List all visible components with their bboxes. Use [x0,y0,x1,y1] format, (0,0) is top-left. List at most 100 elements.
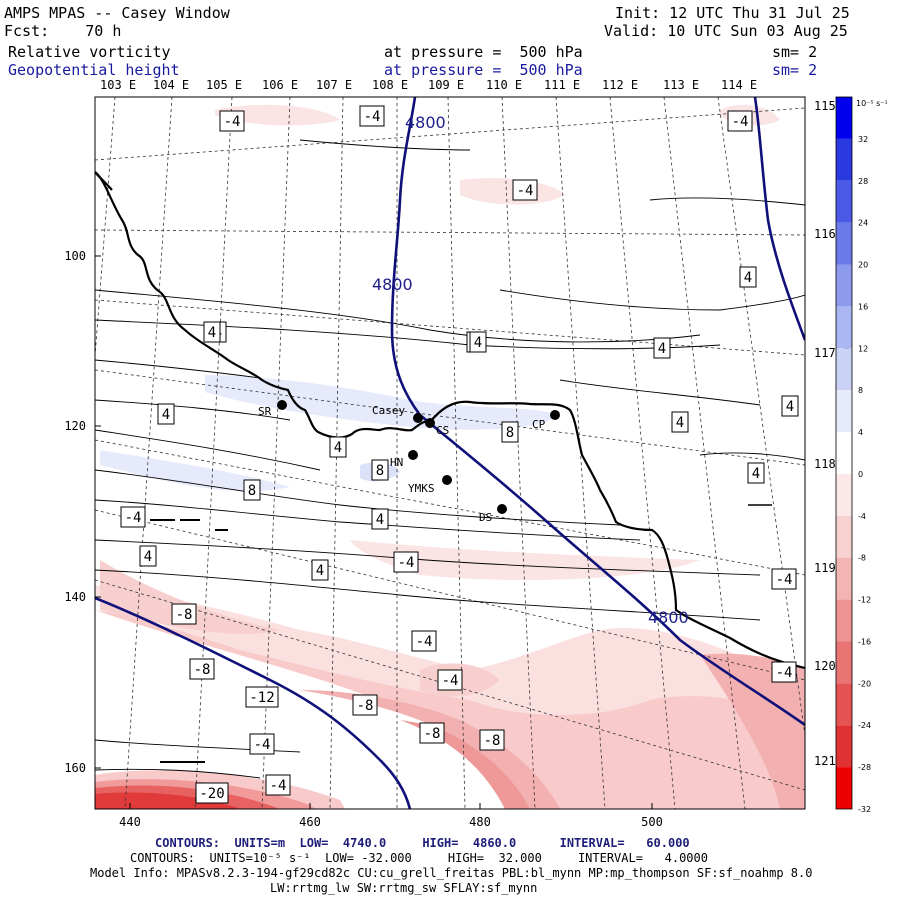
svg-text:-4: -4 [776,665,793,681]
longitude-label: 113 E [663,78,699,92]
coastline [95,171,805,670]
svg-text:4: 4 [162,407,170,423]
svg-text:Casey: Casey [372,404,405,417]
svg-text:4: 4 [334,440,342,456]
vorticity-label: 8 [243,479,261,501]
x-tick-label: 480 [469,815,491,829]
longitude-label: 110 E [486,78,522,92]
geopotential-height-contours [95,97,805,809]
vorticity-label: 4 [371,508,389,530]
station-hn: HN [390,450,418,469]
svg-text:4: 4 [744,270,752,286]
colorbar-swatch [836,348,852,391]
vorticity-label: -8 [189,658,215,680]
x-tick-label: 460 [299,815,321,829]
svg-text:-4: -4 [776,572,793,588]
colorbar-tick-label: -8 [858,554,866,563]
vorticity-label: -4 [727,110,753,132]
vorticity-contour-range: CONTOURS: UNITS=10⁻⁵ s⁻¹ LOW= -32.000 [130,851,412,865]
colorbar-tick-label: 20 [858,261,868,270]
svg-text:-4: -4 [398,555,415,571]
vorticity-label: 4 [157,403,175,425]
svg-text:8: 8 [506,425,514,441]
longitude-label: 109 E [428,78,464,92]
svg-text:-4: -4 [254,737,271,753]
station-cp: CP [532,410,560,431]
svg-text:-4: -4 [364,109,381,125]
longitude-label: 112 E [602,78,638,92]
svg-text:4: 4 [786,399,794,415]
footer-model-info: Model Info: MPASv8.2.3-194-gf29cd82c CU:… [90,866,813,880]
colorbar-swatch [836,97,852,139]
colorbar-swatch [836,432,852,474]
footer-physics-info: LW:rrtmg_lw SW:rrtmg_sw SFLAY:sf_mynn [270,881,538,895]
vorticity-label: -4 [120,506,146,528]
vorticity-label: -8 [419,722,445,744]
vorticity-label: -4 [265,774,291,796]
vorticity-label: 4 [739,266,757,288]
svg-text:4: 4 [376,512,384,528]
colorbar-swatch [836,390,852,433]
svg-text:SR: SR [258,405,272,418]
colorbar-tick-label: -4 [858,512,866,521]
vorticity-contour-high: HIGH= 32.000 [447,851,542,865]
station-ds: DS [479,504,507,524]
longitude-label: 104 E [153,78,189,92]
height-contour-range: CONTOURS: UNITS=m LOW= 4740.0 [155,836,387,850]
svg-text:-8: -8 [424,726,441,742]
colorbar-tick-label: 0 [858,470,863,479]
longitude-label: 107 E [316,78,352,92]
vorticity-label: -4 [393,551,419,573]
longitude-labels: 103 E 104 E 105 E 106 E 107 E 108 E 109 E 110 E… [100,78,757,92]
vorticity-label: 4 [747,462,765,484]
init-time: Init: 12 UTC Thu 31 Jul 25 [615,4,850,22]
svg-text:4: 4 [752,466,760,482]
y-tick-label: 140 [64,590,86,604]
colorbar-tick-label: -12 [858,596,871,605]
field2-pressure: at pressure = 500 hPa [384,61,583,79]
vorticity-label: -4 [512,179,538,201]
y-tick-label: 120 [64,419,86,433]
colorbar-tick-label: 4 [858,428,863,437]
vorticity-label: 8 [371,459,389,481]
x-axis-labels: 440 460 480 500 [119,803,663,829]
svg-text:CS: CS [436,424,449,437]
vorticity-label: -4 [219,110,245,132]
svg-text:-4: -4 [517,183,534,199]
station-markers: SR Casey CS CP HN YMKS DS [258,400,560,524]
map-frame [94,96,806,810]
vorticity-label: 4 [203,321,221,343]
svg-text:4: 4 [474,335,482,351]
svg-text:YMKS: YMKS [408,482,435,495]
colorbar-swatch [836,557,852,600]
svg-text:-4: -4 [442,673,459,689]
field1-smoothing: sm= 2 [772,43,818,61]
colorbar-swatch [836,264,852,307]
vorticity-label: -4 [249,733,275,755]
vorticity-label: -4 [437,669,463,691]
longitude-label: 111 E [544,78,580,92]
field1-name: Relative vorticity [8,43,171,61]
colorbar-swatch [836,180,852,223]
coastline-west [95,171,113,191]
svg-text:8: 8 [248,483,256,499]
colorbar-tick-label: -24 [858,721,871,730]
height-label: 4800 [648,608,689,627]
colorbar-swatch [836,473,852,516]
colorbar-tick-label: 32 [858,135,868,144]
svg-text:HN: HN [390,456,403,469]
svg-text:-4: -4 [270,778,287,794]
vorticity-contours [95,139,805,779]
vorticity-label: 4 [329,436,347,458]
svg-text:-8: -8 [176,607,193,623]
station-casey: Casey [372,404,423,423]
colorbar-swatch [836,306,852,349]
longitude-label: 105 E [206,78,242,92]
station-ymks: YMKS [408,475,452,495]
vorticity-label: 4 [311,559,329,581]
vorticity-label: -8 [352,694,378,716]
station-sr: SR [258,400,287,418]
svg-text:4: 4 [658,341,666,357]
height-label: 4800 [405,113,446,132]
